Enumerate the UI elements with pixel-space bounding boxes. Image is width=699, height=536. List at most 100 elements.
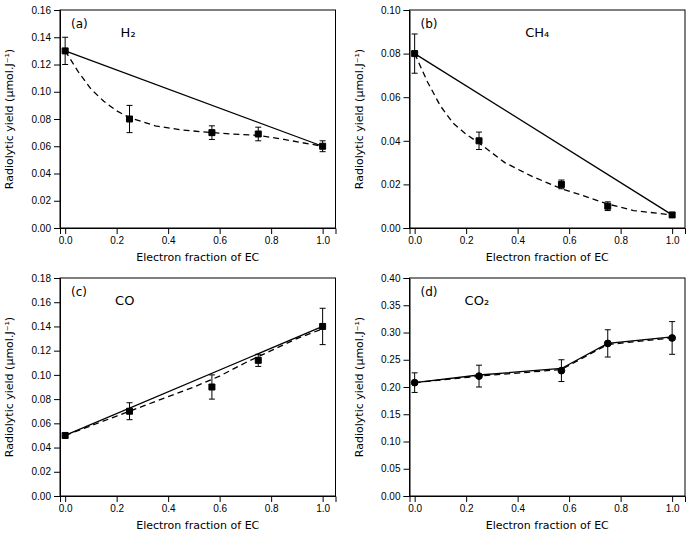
x-axis-tick-mark bbox=[415, 228, 416, 234]
y-axis-tick: 0.16 bbox=[32, 5, 60, 16]
y-axis-tick-mark bbox=[404, 387, 410, 388]
y-axis-tick: 0.15 bbox=[381, 409, 409, 420]
x-axis-tick-mark bbox=[65, 496, 66, 502]
x-axis-tick: 0.8 bbox=[265, 228, 279, 246]
y-axis-tick: 0.06 bbox=[381, 92, 409, 103]
x-axis-tick: 1.0 bbox=[316, 496, 330, 514]
plot-frame bbox=[410, 278, 686, 496]
y-axis-tick-mark bbox=[54, 278, 60, 279]
x-axis-tick-label: 0.2 bbox=[460, 235, 474, 246]
y-axis-tick-mark bbox=[404, 278, 410, 279]
y-axis-tick-mark bbox=[54, 351, 60, 352]
y-axis-tick-mark bbox=[54, 399, 60, 400]
x-axis-tick-mark bbox=[117, 496, 118, 502]
x-axis-tick-mark bbox=[271, 496, 272, 502]
marker bbox=[476, 138, 482, 144]
x-axis-tick-label: 0.6 bbox=[563, 503, 577, 514]
y-axis-tick-label: 0.04 bbox=[32, 168, 52, 179]
error-bar bbox=[558, 360, 564, 382]
x-axis-tick-label: 0.0 bbox=[59, 235, 73, 246]
x-axis-tick: 0.0 bbox=[408, 228, 422, 246]
plot-frame bbox=[60, 278, 336, 496]
y-axis-tick-label: 0.04 bbox=[381, 136, 401, 147]
x-axis-line bbox=[410, 229, 686, 235]
y-axis-tick-label: 0.00 bbox=[381, 491, 401, 502]
y-axis-tick: 0.10 bbox=[32, 370, 60, 381]
y-axis-tick-label: 0.16 bbox=[32, 5, 52, 16]
y-axis-tick-label: 0.15 bbox=[381, 409, 401, 420]
x-axis-tick: 0.6 bbox=[563, 228, 577, 246]
y-axis-tick: 0.00 bbox=[381, 491, 409, 502]
y-axis-tick: 0.00 bbox=[381, 223, 409, 234]
y-axis-tick-mark bbox=[404, 54, 410, 55]
x-axis-tick-mark bbox=[672, 496, 673, 502]
error-bar bbox=[255, 354, 261, 366]
error-bar bbox=[605, 202, 611, 211]
x-axis-tick-label: 0.2 bbox=[110, 235, 124, 246]
y-axis-tick-label: 0.14 bbox=[32, 32, 52, 43]
marker bbox=[558, 367, 565, 374]
y-axis-line bbox=[404, 279, 411, 497]
marker bbox=[320, 143, 326, 149]
marker bbox=[476, 373, 483, 380]
y-axis-tick-label: 0.08 bbox=[32, 114, 52, 125]
x-axis-tick-mark bbox=[466, 496, 467, 502]
marker bbox=[558, 181, 564, 187]
x-axis-tick-label: 0.4 bbox=[162, 503, 176, 514]
y-axis-tick: 0.04 bbox=[381, 136, 409, 147]
error-bar bbox=[255, 127, 261, 141]
x-axis-tick: 0.8 bbox=[614, 228, 628, 246]
y-axis-tick-mark bbox=[54, 10, 60, 11]
y-axis-tick-label: 0.02 bbox=[381, 179, 401, 190]
y-axis-tick-mark bbox=[404, 141, 410, 142]
x-axis-tick: 0.2 bbox=[110, 496, 124, 514]
x-axis-tick-mark bbox=[569, 228, 570, 234]
y-axis-tick-label: 0.14 bbox=[32, 321, 52, 332]
error-bar bbox=[209, 375, 215, 399]
x-axis-tick: 0.2 bbox=[110, 228, 124, 246]
y-axis-tick: 0.25 bbox=[381, 354, 409, 365]
x-axis-tick: 0.0 bbox=[59, 228, 73, 246]
y-axis-tick-label: 0.00 bbox=[32, 491, 52, 502]
y-axis-tick-label: 0.06 bbox=[32, 141, 52, 152]
x-axis-tick-label: 1.0 bbox=[316, 235, 330, 246]
x-axis-line bbox=[410, 497, 686, 503]
marker bbox=[255, 357, 261, 363]
marker bbox=[605, 203, 611, 209]
solid-line bbox=[415, 54, 672, 215]
solid-line bbox=[65, 326, 322, 435]
y-axis-tick-mark bbox=[54, 174, 60, 175]
x-axis-tick: 0.2 bbox=[460, 496, 474, 514]
y-axis-tick-mark bbox=[404, 496, 410, 497]
x-axis-tick: 0.6 bbox=[213, 228, 227, 246]
points bbox=[62, 308, 325, 438]
y-axis-tick-label: 0.35 bbox=[381, 300, 401, 311]
plot-frame bbox=[60, 10, 336, 228]
x-axis-tick: 0.6 bbox=[213, 496, 227, 514]
x-axis-tick: 0.4 bbox=[511, 228, 525, 246]
y-axis-tick-label: 0.25 bbox=[381, 354, 401, 365]
y-axis-tick-mark bbox=[54, 146, 60, 147]
y-axis-tick-label: 0.00 bbox=[381, 223, 401, 234]
gas-label: CH₄ bbox=[525, 25, 549, 40]
x-axis-tick-label: 0.0 bbox=[59, 503, 73, 514]
y-axis-tick-label: 0.10 bbox=[381, 436, 401, 447]
y-axis-tick-mark bbox=[54, 423, 60, 424]
y-axis-tick: 0.10 bbox=[381, 5, 409, 16]
y-axis-tick: 0.14 bbox=[32, 32, 60, 43]
y-axis-line bbox=[54, 279, 61, 497]
marker bbox=[209, 130, 215, 136]
plot-area bbox=[411, 322, 675, 393]
y-axis-tick-label: 0.06 bbox=[381, 92, 401, 103]
y-axis-tick: 0.20 bbox=[381, 382, 409, 393]
x-axis-tick-label: 0.8 bbox=[614, 503, 628, 514]
x-axis-tick-label: 0.6 bbox=[213, 503, 227, 514]
marker bbox=[320, 323, 326, 329]
y-axis-tick-mark bbox=[404, 305, 410, 306]
marker bbox=[411, 379, 418, 386]
y-axis-title: Radiolytic yield (μmol.J⁻¹) bbox=[353, 49, 366, 189]
y-axis-tick-mark bbox=[54, 119, 60, 120]
y-axis-tick: 0.02 bbox=[381, 179, 409, 190]
gas-label: CO₂ bbox=[465, 293, 490, 308]
panel: 0.00.20.40.60.81.00.000.020.040.060.080.… bbox=[353, 5, 686, 264]
